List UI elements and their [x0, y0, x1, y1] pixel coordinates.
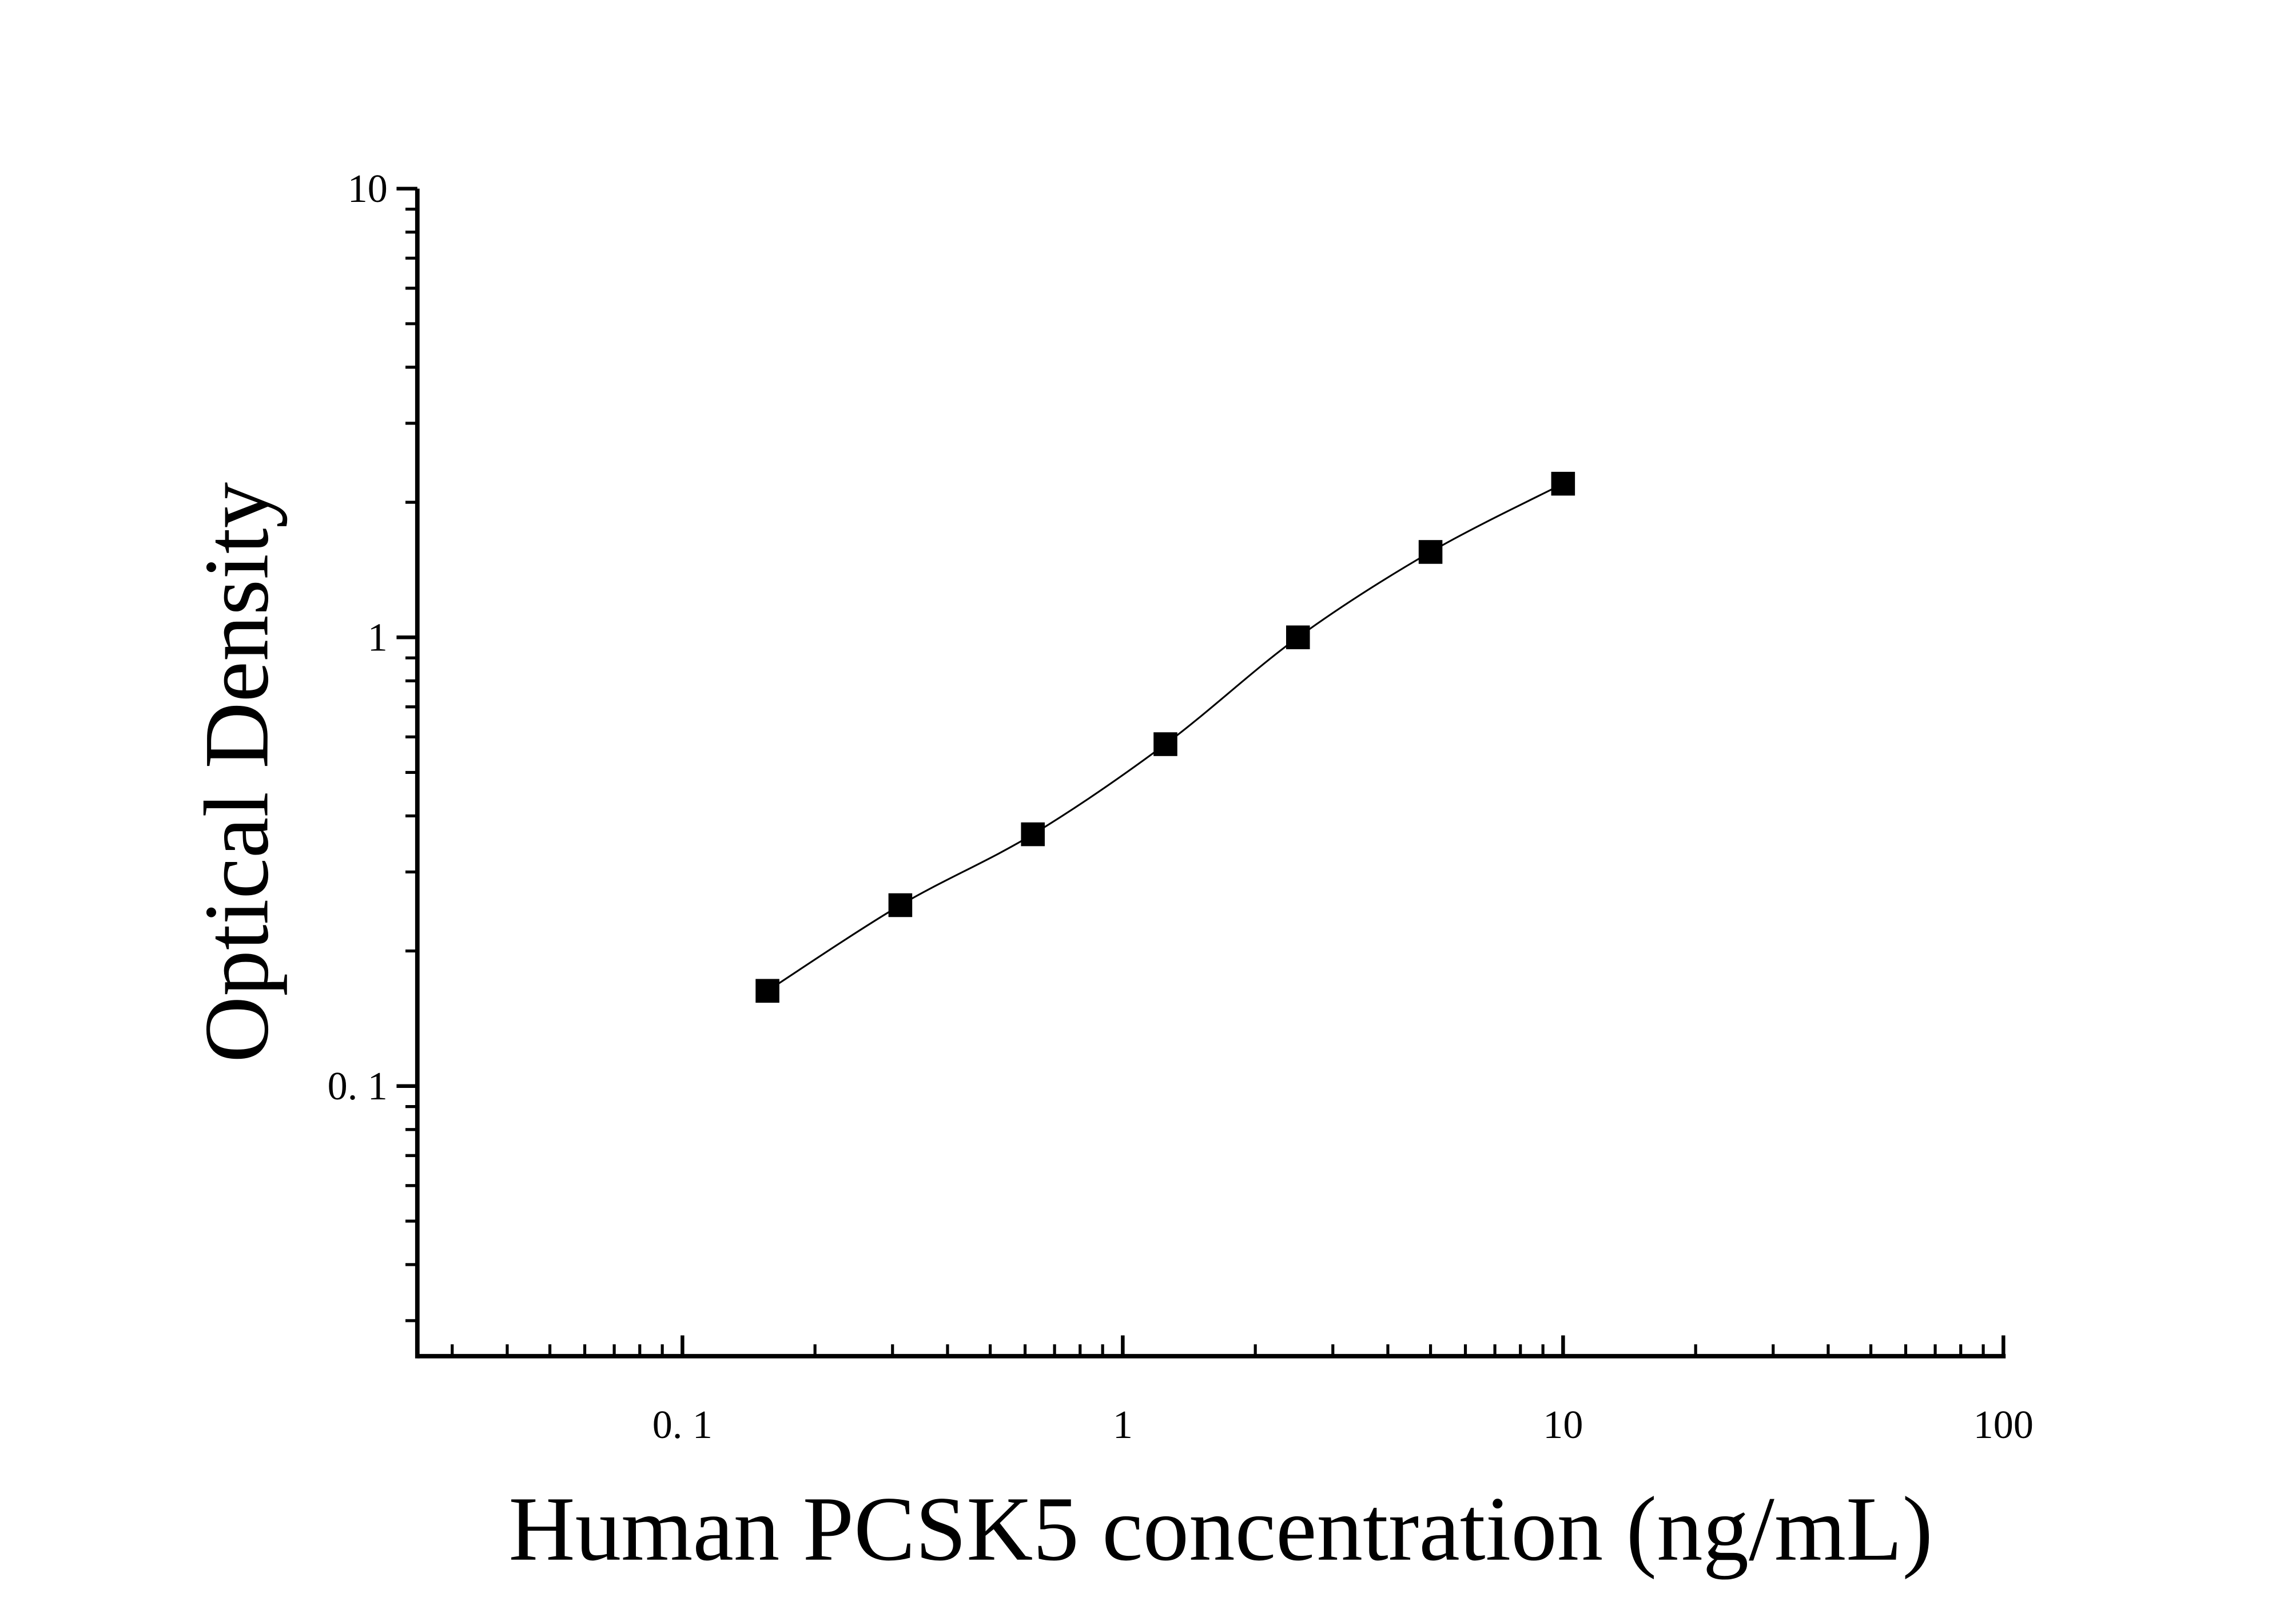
- data-point: [1286, 625, 1310, 650]
- x-tick-label: 0. 1: [652, 1403, 713, 1447]
- data-point: [888, 893, 913, 917]
- data-point: [1153, 732, 1177, 756]
- y-tick-label: 1: [368, 616, 388, 660]
- x-tick-label: 10: [1543, 1403, 1583, 1447]
- y-tick-label: 0. 1: [328, 1064, 388, 1109]
- x-tick-label: 1: [1113, 1403, 1133, 1447]
- data-point: [1551, 471, 1575, 496]
- x-axis-title: Human PCSK5 concentration (ng/mL): [508, 1478, 1933, 1580]
- y-axis-title: Optical Density: [186, 482, 288, 1063]
- data-point: [1418, 540, 1443, 564]
- data-point: [755, 979, 779, 1003]
- y-tick-label: 10: [348, 167, 388, 211]
- x-tick-label: 100: [1973, 1403, 2034, 1447]
- data-point: [1021, 822, 1045, 847]
